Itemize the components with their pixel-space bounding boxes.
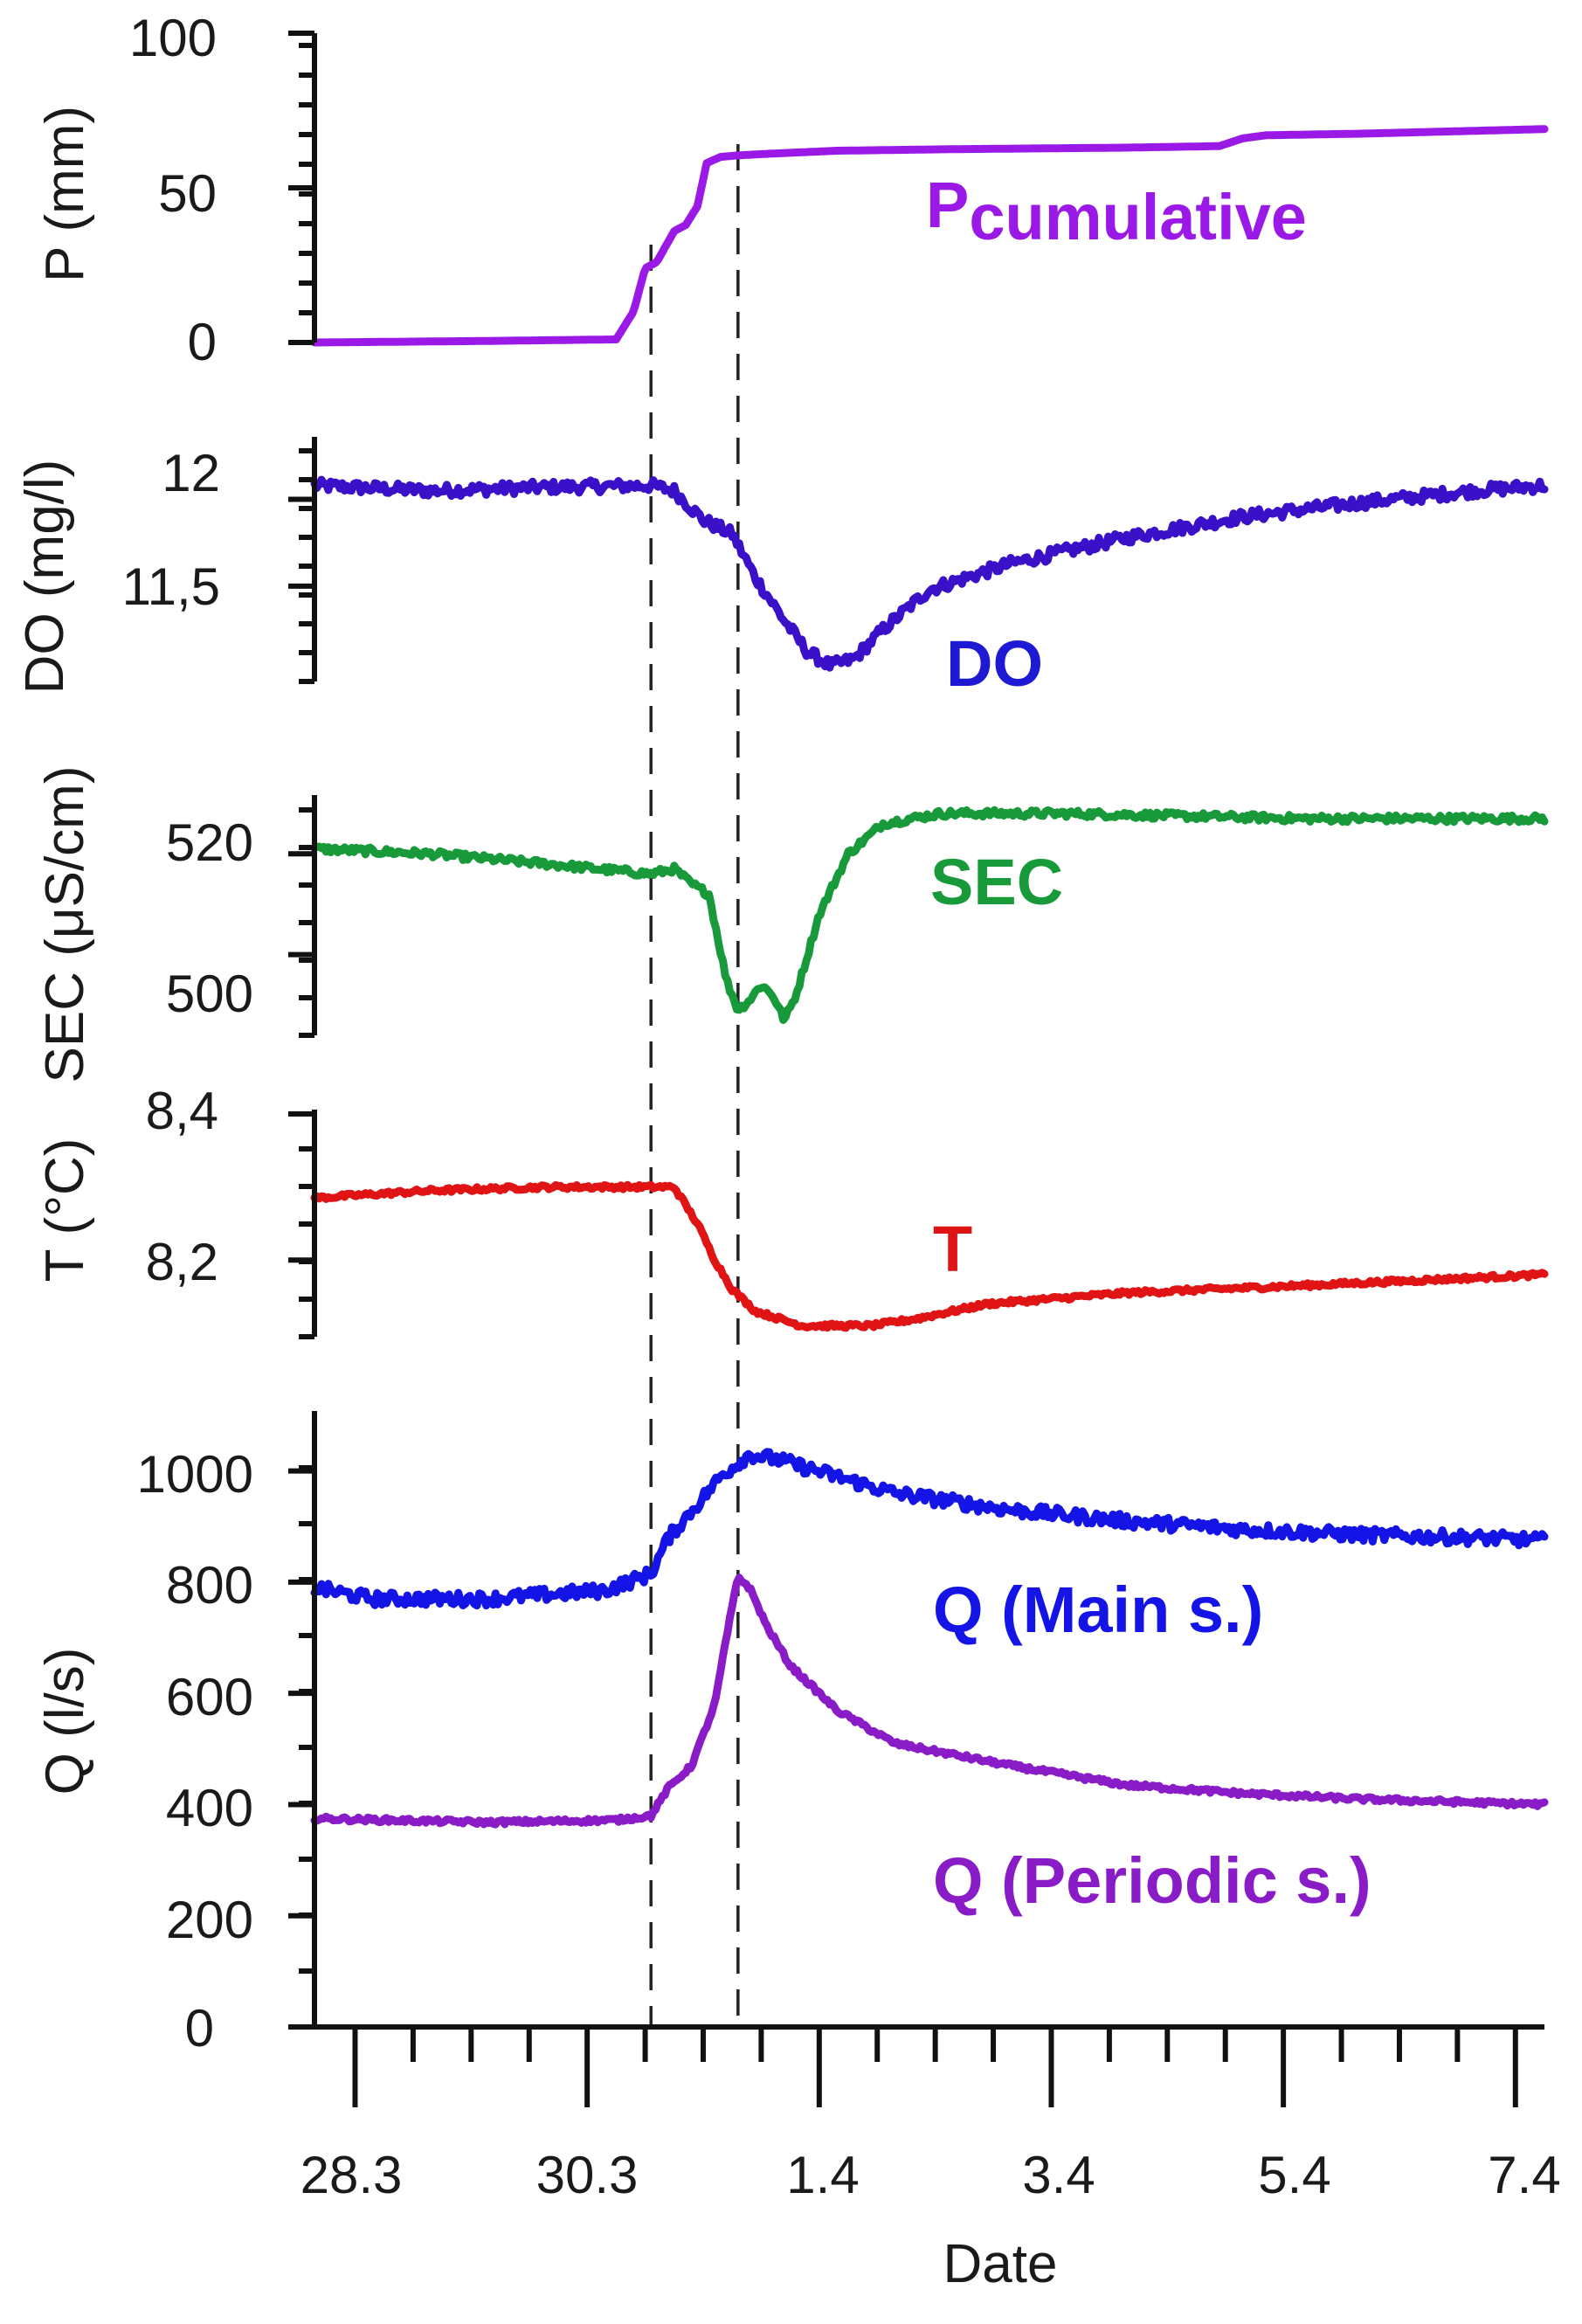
x-tick-label-30-3: 30.3 <box>536 2146 639 2204</box>
y-tick-label-q-400: 400 <box>166 1779 253 1837</box>
x-tick-label-7-4: 7.4 <box>1488 2146 1560 2204</box>
panel-do: 12 11,5 DO (mg/l) DO <box>15 437 1043 700</box>
x-axis-label: Date <box>943 2234 1058 2294</box>
panel-temp: 8,4 8,2 T (°C) T <box>35 1082 972 1339</box>
y-tick-label-sec-520: 520 <box>166 813 253 872</box>
y-tick-label-q-800: 800 <box>166 1556 253 1615</box>
panel-sec: 520 500 SEC (μS/cm) SEC <box>35 766 1063 1083</box>
x-tick-label-3-4: 3.4 <box>1022 2146 1095 2204</box>
panel-discharge: 1000 800 600 400 200 0 Q (l/s) Q (Main s… <box>35 1411 1544 2107</box>
series-line-discharge-0 <box>310 1448 1549 1610</box>
y-tick-label-sec-500: 500 <box>166 965 253 1023</box>
y-ticks-do <box>288 448 314 684</box>
x-tick-label-5-4: 5.4 <box>1258 2146 1330 2204</box>
y-axis-label-do: DO (mg/l) <box>15 460 75 695</box>
series-label-sec: SEC <box>930 846 1063 918</box>
x-ticks <box>352 2027 1518 2107</box>
series-line-discharge-1 <box>310 1574 1549 1829</box>
series-line-temp-0 <box>310 1180 1549 1332</box>
y-ticks-discharge <box>288 1465 314 2030</box>
series-lines <box>310 125 1549 1829</box>
y-tick-label-temp-8-4: 8,4 <box>146 1082 218 1140</box>
y-axis-label-discharge: Q (l/s) <box>35 1648 95 1795</box>
x-tick-labels: 28.3 30.3 1.4 3.4 5.4 7.4 <box>301 2146 1561 2204</box>
event-lines <box>649 144 740 2027</box>
y-tick-label-temp-8-2: 8,2 <box>146 1233 218 1291</box>
y-tick-label-q-0: 0 <box>185 1999 214 2058</box>
y-axis-label-temp: T (°C) <box>35 1138 95 1283</box>
series-label-p-cumulative: Pcumulative <box>926 169 1307 253</box>
y-axis-label-sec: SEC (μS/cm) <box>35 766 95 1083</box>
y-tick-label-precip-0: 0 <box>188 313 217 371</box>
panel-precip: 0 50 100 P (mm) Pcumulative <box>35 9 1307 371</box>
y-ticks-precip <box>288 31 314 345</box>
series-label-q-main: Q (Main s.) <box>933 1574 1263 1646</box>
y-axis-label-precip: P (mm) <box>35 106 95 282</box>
y-tick-label-q-200: 200 <box>166 1891 253 1949</box>
x-tick-label-1-4: 1.4 <box>786 2146 859 2204</box>
y-tick-label-do-12: 12 <box>162 444 220 502</box>
x-tick-label-28-3: 28.3 <box>301 2146 403 2204</box>
series-line-precip-0 <box>310 125 1549 347</box>
series-line-do-0 <box>310 475 1549 672</box>
y-ticks-sec <box>288 807 314 1038</box>
series-label-temp: T <box>933 1213 972 1285</box>
series-line-sec-0 <box>310 806 1549 1024</box>
series-label-q-periodic: Q (Periodic s.) <box>933 1844 1371 1917</box>
series-label-do: DO <box>946 627 1043 700</box>
y-tick-label-do-11-5: 11,5 <box>122 557 220 616</box>
y-tick-label-precip-100: 100 <box>129 9 217 67</box>
series-label-p-sub: cumulative <box>969 181 1307 253</box>
y-tick-label-q-1000: 1000 <box>137 1445 253 1504</box>
y-tick-label-precip-50: 50 <box>158 164 217 223</box>
series-label-p-main: P <box>926 169 969 241</box>
y-tick-label-q-600: 600 <box>166 1668 253 1726</box>
y-ticks-temp <box>288 1111 314 1339</box>
